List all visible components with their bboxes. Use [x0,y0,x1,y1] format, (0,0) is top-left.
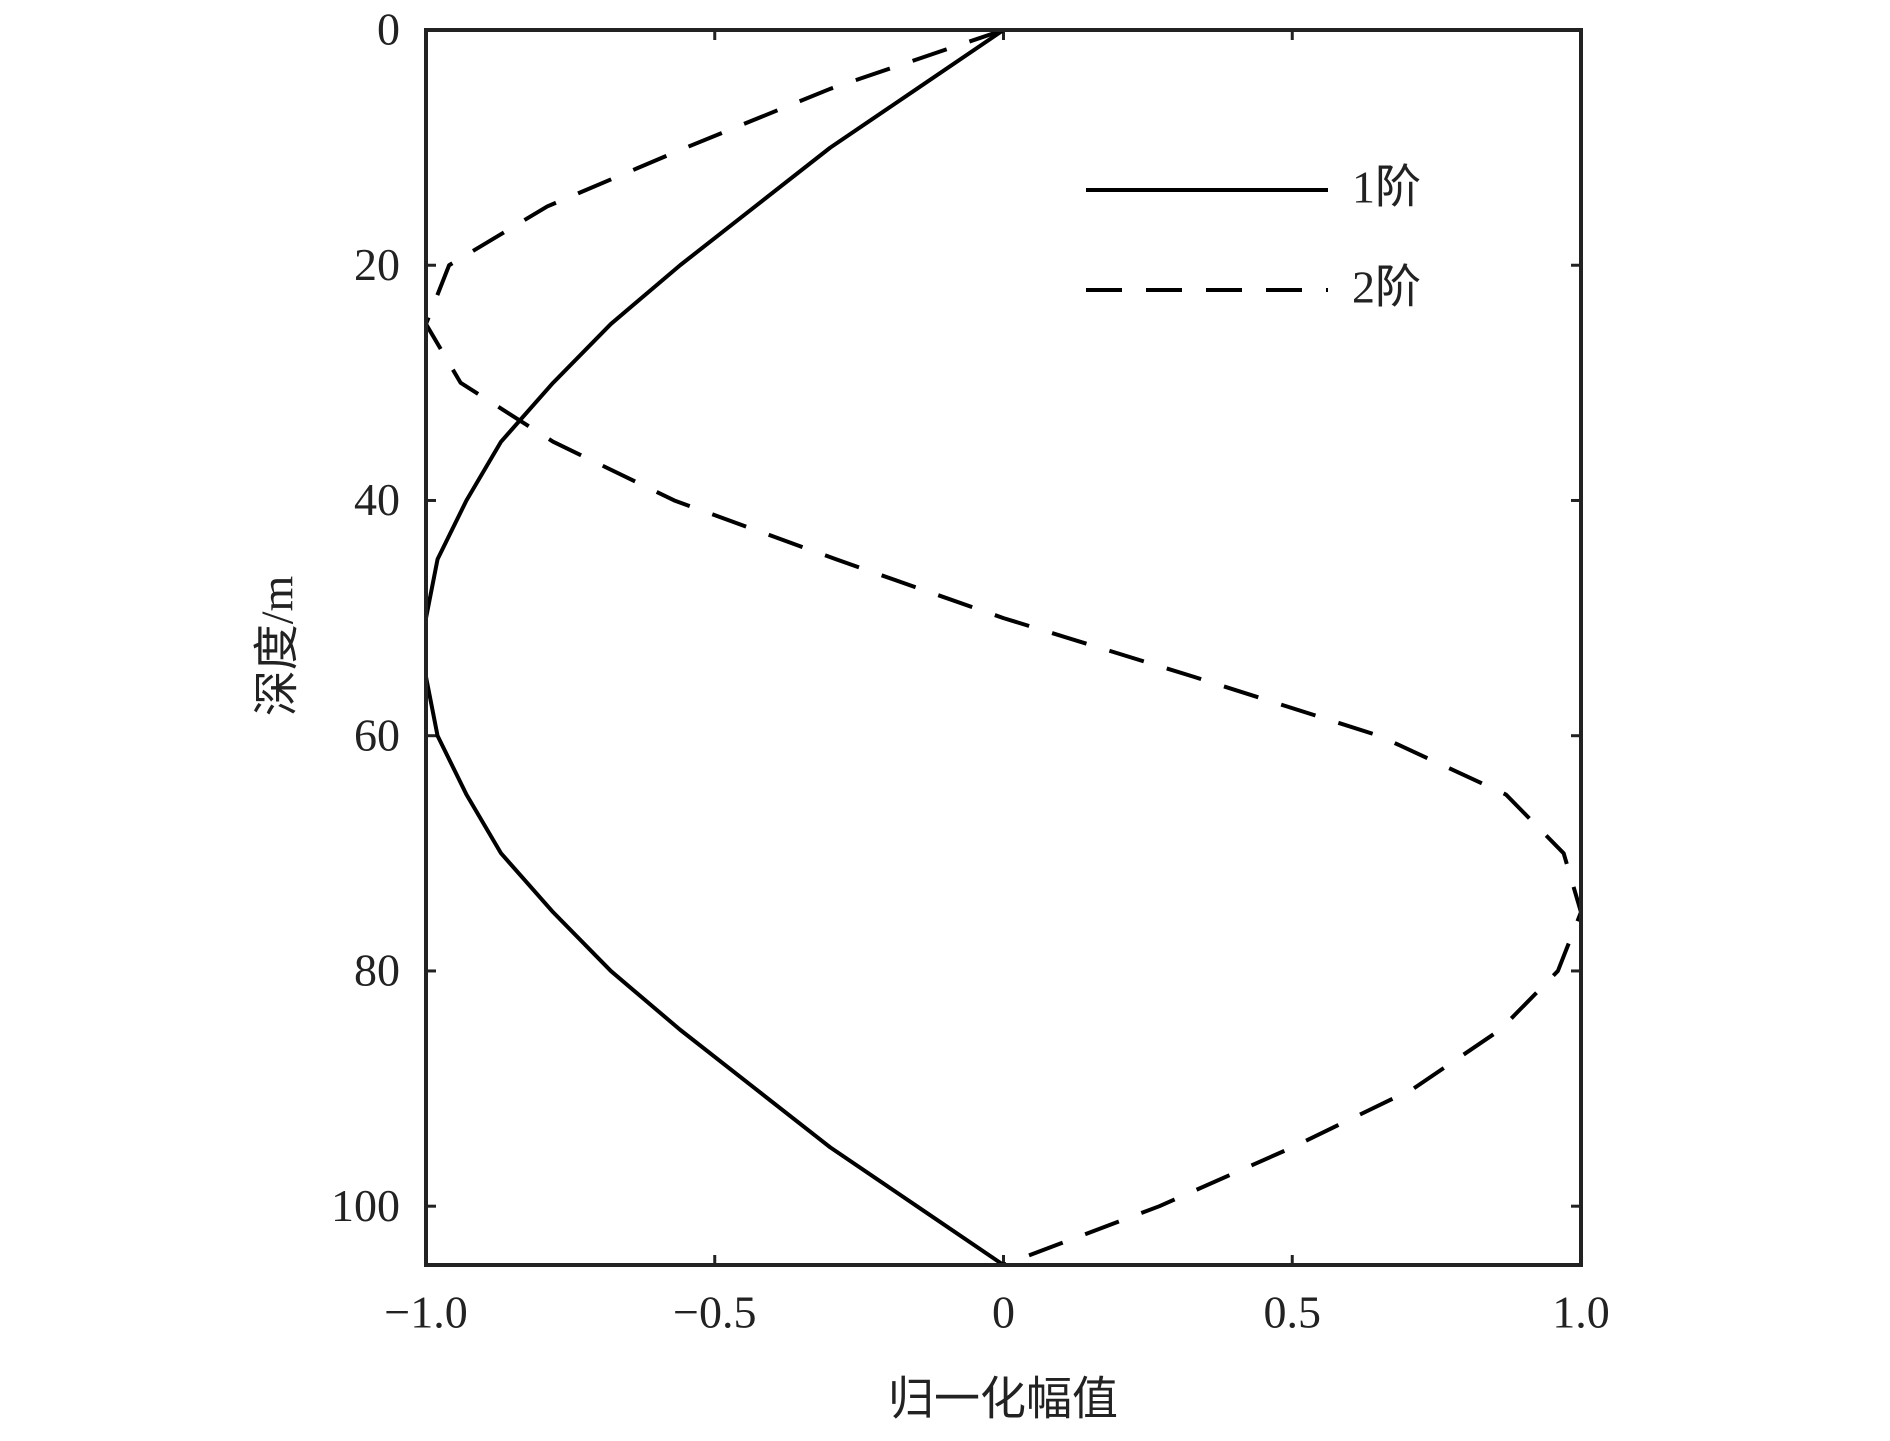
series-line [424,28,1005,1267]
y-tick-label: 80 [354,945,400,996]
plot-frame [424,28,1583,1267]
x-axis-title: 归一化幅值 [888,1374,1118,1425]
y-tick-label: 20 [354,239,400,290]
x-tick-label: 0 [992,1287,1015,1338]
y-axis-title: 深度/m [252,576,303,717]
x-tick-label: −1.0 [384,1287,467,1338]
y-tick-label: 100 [331,1180,400,1231]
y-tick-label: 0 [377,4,400,55]
series-line [424,28,1583,1267]
y-tick-label: 60 [354,709,400,760]
legend-label: 2阶 [1352,262,1421,313]
legend-label: 1阶 [1352,162,1421,213]
y-tick-label: 40 [354,474,400,525]
x-tick-label: 0.5 [1264,1287,1322,1338]
x-tick-label: 1.0 [1552,1287,1610,1338]
x-tick-label: −0.5 [673,1287,756,1338]
